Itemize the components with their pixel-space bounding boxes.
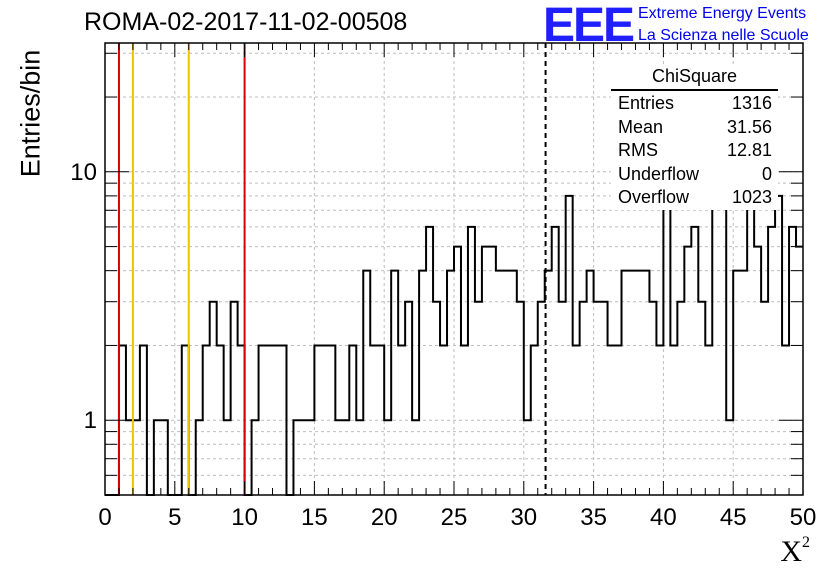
stats-box: ChiSquare Entries 1316 Mean 31.56 RMS 12.81… <box>611 65 778 210</box>
y-tick-label: 10 <box>70 159 97 186</box>
stats-row-rms: RMS 12.81 <box>611 139 778 163</box>
eee-logo: EEE <box>543 0 635 52</box>
stats-value: 31.56 <box>726 116 772 137</box>
stats-label: Overflow <box>618 187 690 207</box>
x-tick-label: 35 <box>580 504 607 531</box>
stats-label: RMS <box>618 140 658 160</box>
stats-row-entries: Entries 1316 <box>611 92 778 116</box>
x-tick-label: 20 <box>371 504 398 531</box>
x-tick-label: 50 <box>790 504 817 531</box>
x-tick-label: 45 <box>720 504 747 531</box>
x-tick-label: 5 <box>168 504 181 531</box>
histogram-line <box>105 170 803 496</box>
stats-value: 1316 <box>731 93 772 113</box>
x-axis-label: X2 <box>780 534 810 568</box>
stats-row-mean: Mean 31.56 <box>611 116 778 140</box>
stats-label: Entries <box>618 93 675 113</box>
stats-label: Mean <box>618 116 664 137</box>
x-tick-label: 10 <box>231 504 258 531</box>
y-tick-label: 1 <box>84 407 97 434</box>
logo-line-1: Extreme Energy Events <box>638 5 807 22</box>
x-tick-label: 25 <box>441 504 468 531</box>
stats-value: 12.81 <box>726 140 772 160</box>
logo-line-2: La Scienza nelle Scuole <box>638 27 809 44</box>
x-tick-label: 30 <box>510 504 537 531</box>
x-tick-label: 0 <box>98 504 111 531</box>
y-axis-label: Entries/bin <box>15 49 46 178</box>
x-tick-label: 15 <box>301 504 328 531</box>
chart-title: ROMA-02-2017-11-02-00508 <box>84 8 408 36</box>
stats-box-title: ChiSquare <box>611 65 778 91</box>
stats-label: Underflow <box>618 163 700 184</box>
x-tick-label: 40 <box>650 504 677 531</box>
stats-value: 1023 <box>731 187 772 207</box>
eee-logo-caption: Extreme Energy Events La Scienza nelle S… <box>638 3 809 47</box>
stats-row-underflow: Underflow 0 <box>611 163 778 187</box>
stats-row-overflow: Overflow 1023 <box>611 186 778 210</box>
stats-value: 0 <box>761 163 772 184</box>
